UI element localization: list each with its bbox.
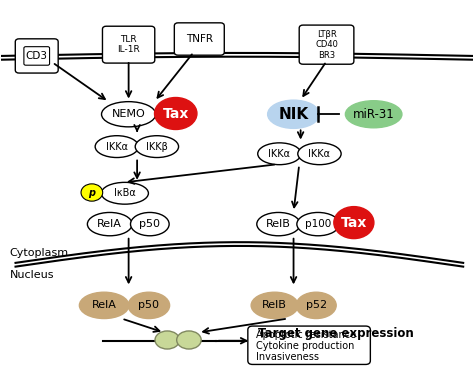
Text: NIK: NIK bbox=[279, 107, 309, 122]
Text: NEMO: NEMO bbox=[112, 109, 146, 119]
Ellipse shape bbox=[135, 136, 179, 158]
Ellipse shape bbox=[95, 136, 138, 158]
Ellipse shape bbox=[155, 331, 180, 349]
Circle shape bbox=[81, 184, 103, 201]
Text: IKKα: IKKα bbox=[309, 149, 330, 159]
Ellipse shape bbox=[101, 102, 156, 127]
Ellipse shape bbox=[155, 97, 197, 130]
Text: TNFR: TNFR bbox=[186, 34, 213, 44]
Text: p: p bbox=[88, 188, 95, 197]
Ellipse shape bbox=[101, 182, 148, 204]
Text: Cytokine production: Cytokine production bbox=[256, 341, 355, 351]
Text: p50: p50 bbox=[138, 301, 159, 310]
FancyBboxPatch shape bbox=[15, 39, 58, 73]
Text: Target gene expression: Target gene expression bbox=[258, 327, 414, 340]
Text: p50: p50 bbox=[139, 219, 160, 229]
Ellipse shape bbox=[298, 143, 341, 164]
Text: Invasiveness: Invasiveness bbox=[256, 352, 319, 362]
Ellipse shape bbox=[296, 292, 336, 318]
Text: p100: p100 bbox=[305, 219, 331, 229]
Ellipse shape bbox=[128, 292, 170, 318]
Ellipse shape bbox=[258, 143, 301, 164]
Text: Tax: Tax bbox=[341, 216, 367, 230]
Ellipse shape bbox=[130, 213, 169, 236]
FancyBboxPatch shape bbox=[299, 25, 354, 64]
Text: Nucleus: Nucleus bbox=[10, 270, 55, 280]
Ellipse shape bbox=[79, 292, 129, 318]
Text: IκBα: IκBα bbox=[114, 188, 136, 198]
Text: IKKα: IKKα bbox=[268, 149, 291, 159]
Text: Cytoplasm: Cytoplasm bbox=[10, 249, 69, 258]
Text: RelB: RelB bbox=[266, 219, 291, 229]
Text: IKKβ: IKKβ bbox=[146, 142, 168, 152]
Ellipse shape bbox=[177, 331, 201, 349]
Ellipse shape bbox=[297, 213, 339, 236]
Ellipse shape bbox=[334, 207, 374, 239]
Ellipse shape bbox=[251, 292, 298, 318]
FancyBboxPatch shape bbox=[102, 26, 155, 63]
Ellipse shape bbox=[257, 213, 300, 236]
Text: Apoptotic resistance: Apoptotic resistance bbox=[256, 330, 356, 340]
FancyBboxPatch shape bbox=[248, 326, 370, 365]
Text: RelA: RelA bbox=[91, 301, 117, 310]
Text: IKKα: IKKα bbox=[106, 142, 128, 152]
Text: RelA: RelA bbox=[97, 219, 122, 229]
Text: p52: p52 bbox=[306, 301, 327, 310]
Text: RelB: RelB bbox=[262, 301, 287, 310]
Ellipse shape bbox=[268, 100, 319, 128]
FancyBboxPatch shape bbox=[174, 23, 224, 55]
Text: miR-31: miR-31 bbox=[353, 108, 394, 121]
Text: Tax: Tax bbox=[163, 106, 189, 121]
Text: TLR
IL-1R: TLR IL-1R bbox=[117, 35, 140, 54]
Text: LTβR
CD40
BR3: LTβR CD40 BR3 bbox=[315, 30, 338, 60]
Ellipse shape bbox=[87, 213, 132, 236]
Ellipse shape bbox=[346, 101, 402, 128]
Text: CD3: CD3 bbox=[26, 51, 48, 61]
